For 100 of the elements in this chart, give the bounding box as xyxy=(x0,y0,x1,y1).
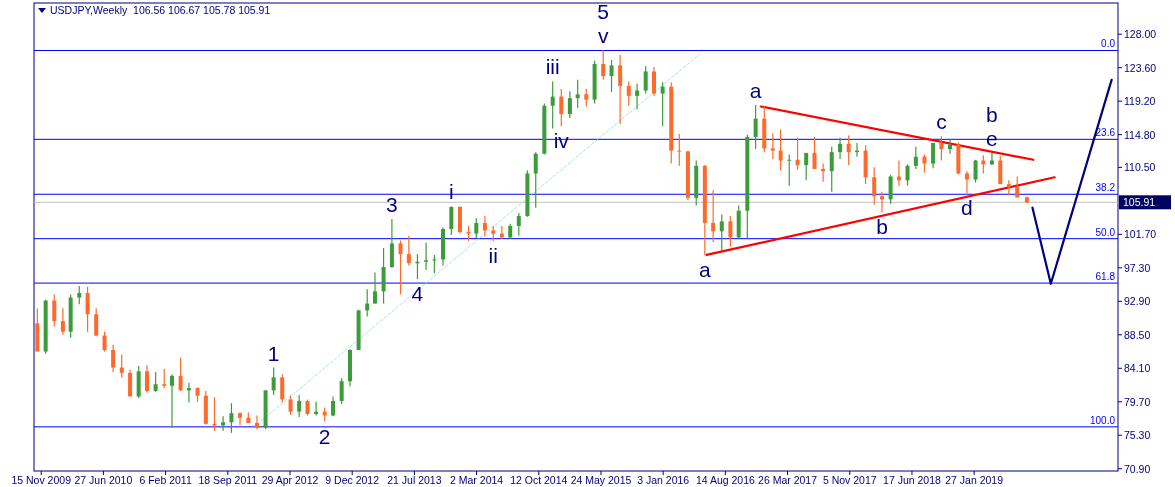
candlestick xyxy=(567,90,572,119)
candlestick xyxy=(170,373,174,429)
candlestick xyxy=(372,271,377,305)
y-tick-label: 114.80 xyxy=(1124,128,1156,141)
annotation: d xyxy=(961,196,973,220)
candlestick xyxy=(829,146,834,193)
candlestick xyxy=(406,235,411,267)
x-tick-label: 17 Jun 2018 xyxy=(883,474,942,486)
candlestick xyxy=(102,331,107,353)
ref-line-label: 50.0 xyxy=(1095,226,1116,238)
ref-line-label: 0.0 xyxy=(1101,38,1116,50)
annotation: 1 xyxy=(267,341,280,365)
candlestick xyxy=(795,137,800,171)
candlestick xyxy=(94,307,99,337)
y-tick-label: 123.60 xyxy=(1124,61,1157,74)
candlestick xyxy=(888,174,893,205)
candlestick xyxy=(931,142,936,169)
candlestick xyxy=(482,215,487,238)
x-tick-label: 26 Mar 2017 xyxy=(758,474,818,486)
candlestick xyxy=(973,159,978,184)
candlestick xyxy=(398,239,403,296)
candlestick xyxy=(52,293,57,328)
annotation: 5 xyxy=(597,0,610,24)
candlestick xyxy=(601,49,606,81)
candlestick xyxy=(618,54,623,125)
y-tick-label: 88.50 xyxy=(1124,328,1151,341)
candlestick xyxy=(229,402,234,434)
y-tick-label: 84.10 xyxy=(1124,362,1151,375)
candlestick xyxy=(753,104,758,150)
candlestick xyxy=(238,411,243,426)
candlestick xyxy=(128,369,133,398)
candlestick xyxy=(905,163,910,187)
candlestick xyxy=(474,217,479,239)
candlestick xyxy=(872,166,877,206)
candlestick xyxy=(153,371,158,393)
candlestick xyxy=(516,212,521,237)
candlestick xyxy=(778,128,783,172)
candlestick xyxy=(677,133,682,167)
candlestick xyxy=(533,151,538,209)
candlestick xyxy=(424,242,429,271)
candlestick xyxy=(770,132,775,160)
x-tick-label: 18 Sep 2011 xyxy=(198,474,258,486)
candlestick xyxy=(111,344,116,373)
y-tick-label: 128.00 xyxy=(1124,28,1157,41)
candlestick xyxy=(60,307,65,336)
annotation: a xyxy=(749,78,762,102)
candlestick xyxy=(939,135,944,162)
candlestick xyxy=(119,353,124,378)
chart-title: USDJPY,Weekly 106.56 106.67 105.78 105.91 xyxy=(50,4,271,16)
candlestick xyxy=(787,153,792,187)
y-tick-label: 92.90 xyxy=(1124,295,1151,308)
candlestick xyxy=(162,368,167,389)
candlestick xyxy=(389,218,394,269)
candlestick xyxy=(271,366,276,396)
candlestick xyxy=(432,254,437,274)
candlestick xyxy=(550,80,555,130)
candlestick xyxy=(331,395,336,417)
x-tick-label: 29 Apr 2012 xyxy=(261,474,319,486)
candlestick xyxy=(998,155,1003,185)
candlestick xyxy=(145,364,150,394)
candlestick xyxy=(339,377,344,405)
x-tick-label: 9 Dec 2012 xyxy=(325,474,380,486)
annotation: a xyxy=(698,257,711,281)
y-tick-label: 79.70 xyxy=(1124,395,1151,408)
ref-line-label: 23.6 xyxy=(1095,127,1116,139)
x-tick-label: 15 Nov 2009 xyxy=(11,474,72,486)
y-tick-label: 119.20 xyxy=(1124,95,1156,108)
x-tick-label: 5 Nov 2017 xyxy=(822,474,877,486)
candlestick xyxy=(838,137,843,160)
candlestick xyxy=(85,286,90,333)
candlestick xyxy=(660,81,665,127)
candlestick xyxy=(719,213,724,252)
candlestick xyxy=(1015,175,1020,199)
annotation: 3 xyxy=(386,193,398,217)
x-tick-label: 27 Jan 2019 xyxy=(945,474,1004,486)
candlestick xyxy=(297,394,302,418)
candlestick xyxy=(635,83,640,111)
y-tick-label: 70.90 xyxy=(1124,462,1151,475)
x-tick-label: 2 Mar 2014 xyxy=(450,474,504,486)
candlestick xyxy=(804,152,809,181)
annotation: c xyxy=(936,110,947,134)
y-tick-label: 101.70 xyxy=(1124,228,1157,241)
candlestick xyxy=(879,191,884,213)
candlestick xyxy=(643,65,648,95)
annotation: iii xyxy=(545,55,560,79)
annotation: 4 xyxy=(411,282,424,306)
x-tick-label: 24 May 2015 xyxy=(570,474,632,486)
annotation: b xyxy=(986,102,998,126)
x-tick-label: 6 Feb 2011 xyxy=(139,474,192,486)
candlestick xyxy=(559,88,564,127)
ref-line-label: 100.0 xyxy=(1089,414,1116,426)
candlestick xyxy=(288,395,293,416)
candlestick xyxy=(254,414,259,430)
x-tick-label: 21 Jul 2013 xyxy=(387,474,442,486)
candlestick xyxy=(221,415,226,432)
candlestick xyxy=(280,373,285,404)
candlestick xyxy=(913,146,918,170)
x-tick-label: 12 Oct 2014 xyxy=(510,474,568,486)
ref-line-label: 61.8 xyxy=(1095,271,1116,283)
x-tick-label: 27 Jun 2010 xyxy=(74,474,133,486)
